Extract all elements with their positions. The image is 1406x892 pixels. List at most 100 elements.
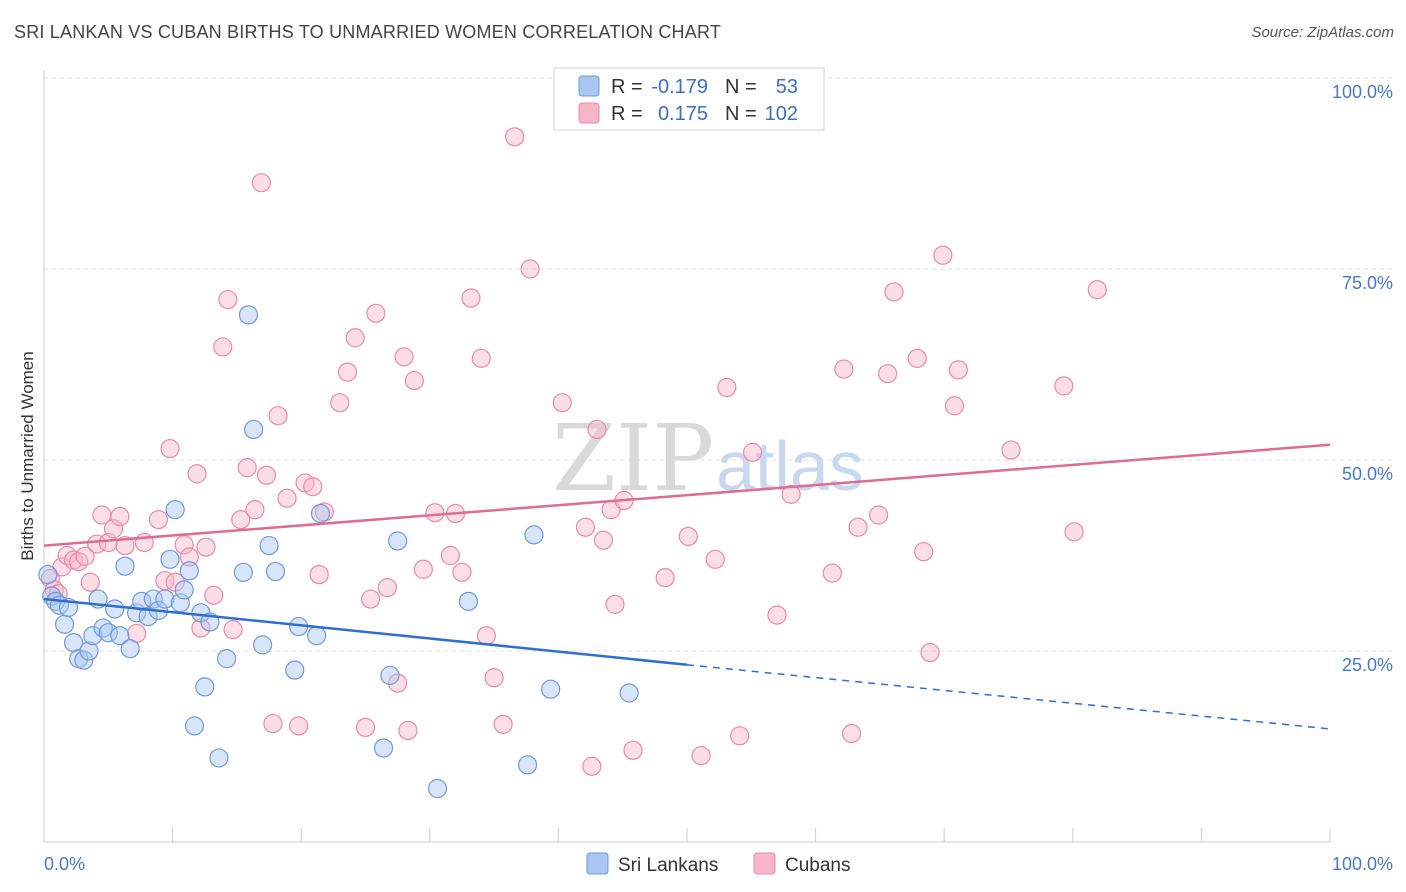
cubans-point: [842, 723, 862, 744]
cubans-point: [277, 488, 297, 508]
cubans-point: [623, 740, 643, 760]
legend-r-value-2: 0.175: [658, 103, 708, 125]
sri-lankans-point: [209, 748, 229, 768]
sri-lankans-point: [233, 562, 253, 582]
sri-lankans-trend-extension: [686, 664, 1331, 730]
cubans-point: [1054, 376, 1074, 396]
legend-r-label-2: R =: [611, 103, 643, 125]
cubans-point: [361, 589, 381, 609]
cubans-point: [303, 477, 323, 497]
cubans-point: [223, 620, 243, 640]
cubans-point: [933, 245, 953, 265]
sri-lankans-point: [524, 525, 544, 545]
legend-swatch-cubans: [578, 102, 600, 124]
cubans-point: [575, 517, 596, 537]
cubans-point: [160, 438, 180, 459]
sri-lankans-point: [155, 589, 175, 609]
cubans-point: [251, 173, 271, 193]
sri-lankans-point: [54, 614, 75, 634]
sri-lankans-point: [388, 531, 408, 551]
sri-lankans-point: [174, 580, 194, 600]
sri-lankans-point: [253, 635, 273, 655]
sri-lankans-point: [517, 755, 538, 775]
cubans-point: [493, 714, 513, 734]
cubans-point: [476, 626, 496, 646]
cubans-point: [179, 547, 199, 567]
sri-lankans-point: [244, 419, 264, 440]
bottom-legend-swatch-cubans: [753, 852, 776, 875]
cubans-point: [413, 559, 433, 579]
cubans-point: [345, 328, 365, 348]
sri-lankans-point: [217, 649, 237, 669]
cubans-point: [520, 259, 540, 279]
sri-lankans-point: [184, 716, 205, 736]
cubans-point: [377, 577, 397, 598]
cubans-point: [289, 716, 309, 736]
sri-lankans-point: [195, 677, 215, 697]
cubans-trend-line: [43, 443, 1331, 547]
cubans-point: [196, 537, 216, 557]
cubans-point: [75, 546, 95, 566]
cubans-point: [425, 503, 445, 523]
cubans-point: [767, 605, 787, 625]
sri-lankans-point: [259, 535, 279, 556]
legend-r-label-1: R =: [611, 76, 643, 98]
cubans-point: [237, 458, 257, 478]
cubans-point: [1087, 280, 1107, 300]
y-tick-label: 100.0%: [1332, 82, 1393, 102]
cubans-point: [103, 519, 124, 539]
cubans-point: [730, 726, 750, 746]
legend-n-label-2: N =: [725, 103, 757, 125]
cubans-point: [263, 713, 283, 734]
sri-lankans-point: [380, 665, 400, 686]
x-tick-label-max: 100.0%: [1332, 854, 1393, 874]
cubans-point: [705, 549, 725, 569]
cubans-point: [461, 288, 481, 308]
sri-lankans-point: [179, 561, 199, 581]
y-axis-title: Births to Unmarried Women: [18, 351, 37, 560]
y-tick-label: 50.0%: [1342, 464, 1393, 484]
legend-n-value-1: 53: [776, 76, 798, 98]
sri-lankans-point: [165, 500, 185, 520]
cubans-point: [678, 526, 698, 547]
cubans-point: [781, 484, 801, 504]
cubans-point: [471, 348, 491, 368]
cubans-point: [914, 542, 934, 562]
cubans-point: [245, 500, 265, 520]
sri-lankans-point: [38, 564, 58, 585]
y-tick-label: 75.0%: [1342, 273, 1393, 293]
cubans-point: [204, 585, 224, 605]
cubans-point: [717, 377, 737, 398]
cubans-point: [69, 552, 89, 572]
cubans-point: [869, 505, 889, 525]
cubans-point: [404, 370, 424, 391]
cubans-point: [394, 347, 414, 367]
sri-lankans-point: [619, 683, 639, 703]
cubans-point: [948, 360, 968, 380]
trend-lines: [43, 443, 1331, 730]
sri-lankans-point: [160, 549, 180, 569]
cubans-point: [878, 364, 898, 384]
series-legend: Sri Lankans Cubans: [586, 852, 851, 876]
cubans-point: [907, 348, 927, 368]
sri-lankans-point: [143, 589, 163, 609]
sri-lankans-point: [427, 778, 448, 799]
cubans-point: [920, 642, 940, 663]
cubans-point: [605, 594, 625, 614]
cubans-point: [388, 673, 408, 693]
cubans-point: [484, 668, 504, 688]
x-axis-ticks: [172, 828, 1331, 842]
cubans-points: [40, 127, 1107, 776]
cubans-point: [587, 419, 607, 440]
legend-r-value-1: -0.179: [651, 76, 708, 98]
sri-lankans-point: [307, 626, 327, 646]
cubans-point: [231, 509, 251, 530]
cubans-point: [213, 337, 233, 357]
cubans-point: [505, 127, 525, 147]
cubans-point: [330, 393, 350, 413]
cubans-point: [148, 509, 169, 530]
cubans-point: [110, 506, 130, 527]
sri-lankans-point: [310, 503, 331, 524]
cubans-point: [366, 303, 386, 323]
cubans-point: [440, 545, 460, 566]
